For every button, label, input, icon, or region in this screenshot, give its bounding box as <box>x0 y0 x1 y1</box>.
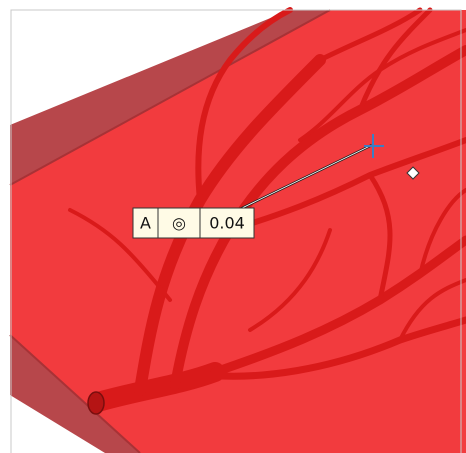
tolerance-value: 0.04 <box>209 214 245 233</box>
crosshair[interactable] <box>364 134 384 158</box>
datum-label: A <box>140 214 151 233</box>
slab-edge <box>9 9 331 186</box>
vessel-inlet <box>87 391 105 415</box>
feature-control-frame[interactable]: A ◎ 0.04 <box>132 207 255 239</box>
drag-handle[interactable] <box>406 166 420 180</box>
slab-edge <box>9 334 141 453</box>
leader-line-highlight <box>237 144 373 211</box>
viewport-border <box>10 9 462 453</box>
tolerance-symbol: ◎ <box>172 214 186 233</box>
